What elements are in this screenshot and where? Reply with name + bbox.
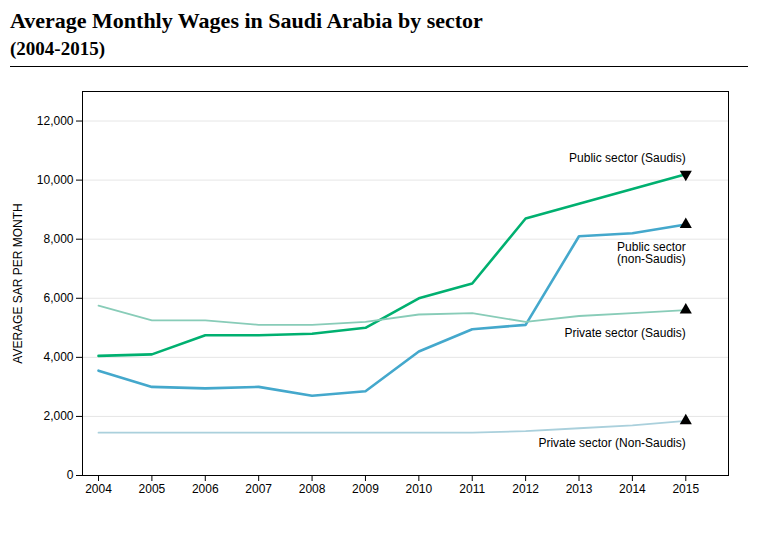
svg-text:2008: 2008 [299, 482, 326, 496]
svg-text:AVERAGE SAR PER MONTH: AVERAGE SAR PER MONTH [11, 203, 25, 363]
svg-text:8,000: 8,000 [43, 232, 73, 246]
svg-text:2006: 2006 [192, 482, 219, 496]
svg-text:Private sector (Non-Saudis): Private sector (Non-Saudis) [538, 436, 685, 450]
html-text:(2004-2015): (2004-2015) [10, 38, 105, 59]
svg-text:Private sector (Saudis): Private sector (Saudis) [564, 326, 685, 340]
svg-text:Public sector(non-Saudis): Public sector(non-Saudis) [617, 240, 686, 266]
svg-text:2007: 2007 [245, 482, 272, 496]
svg-text:2,000: 2,000 [43, 409, 73, 423]
svg-text:Public sector (Saudis): Public sector (Saudis) [569, 151, 686, 165]
svg-text:4,000: 4,000 [43, 350, 73, 364]
svg-text:2012: 2012 [512, 482, 539, 496]
svg-text:2015: 2015 [672, 482, 699, 496]
svg-text:2013: 2013 [566, 482, 593, 496]
svg-text:12,000: 12,000 [37, 114, 74, 128]
svg-text:10,000: 10,000 [37, 173, 74, 187]
svg-text:2009: 2009 [352, 482, 379, 496]
svg-text:2004: 2004 [85, 482, 112, 496]
svg-text:2014: 2014 [619, 482, 646, 496]
svg-text:2010: 2010 [405, 482, 432, 496]
svg-text:2011: 2011 [459, 482, 485, 496]
svg-text:0: 0 [67, 468, 74, 482]
svg-text:6,000: 6,000 [43, 291, 73, 305]
html-text:Average Monthly Wages in Saudi: Average Monthly Wages in Saudi Arabia by… [10, 8, 483, 33]
svg-text:2005: 2005 [139, 482, 166, 496]
